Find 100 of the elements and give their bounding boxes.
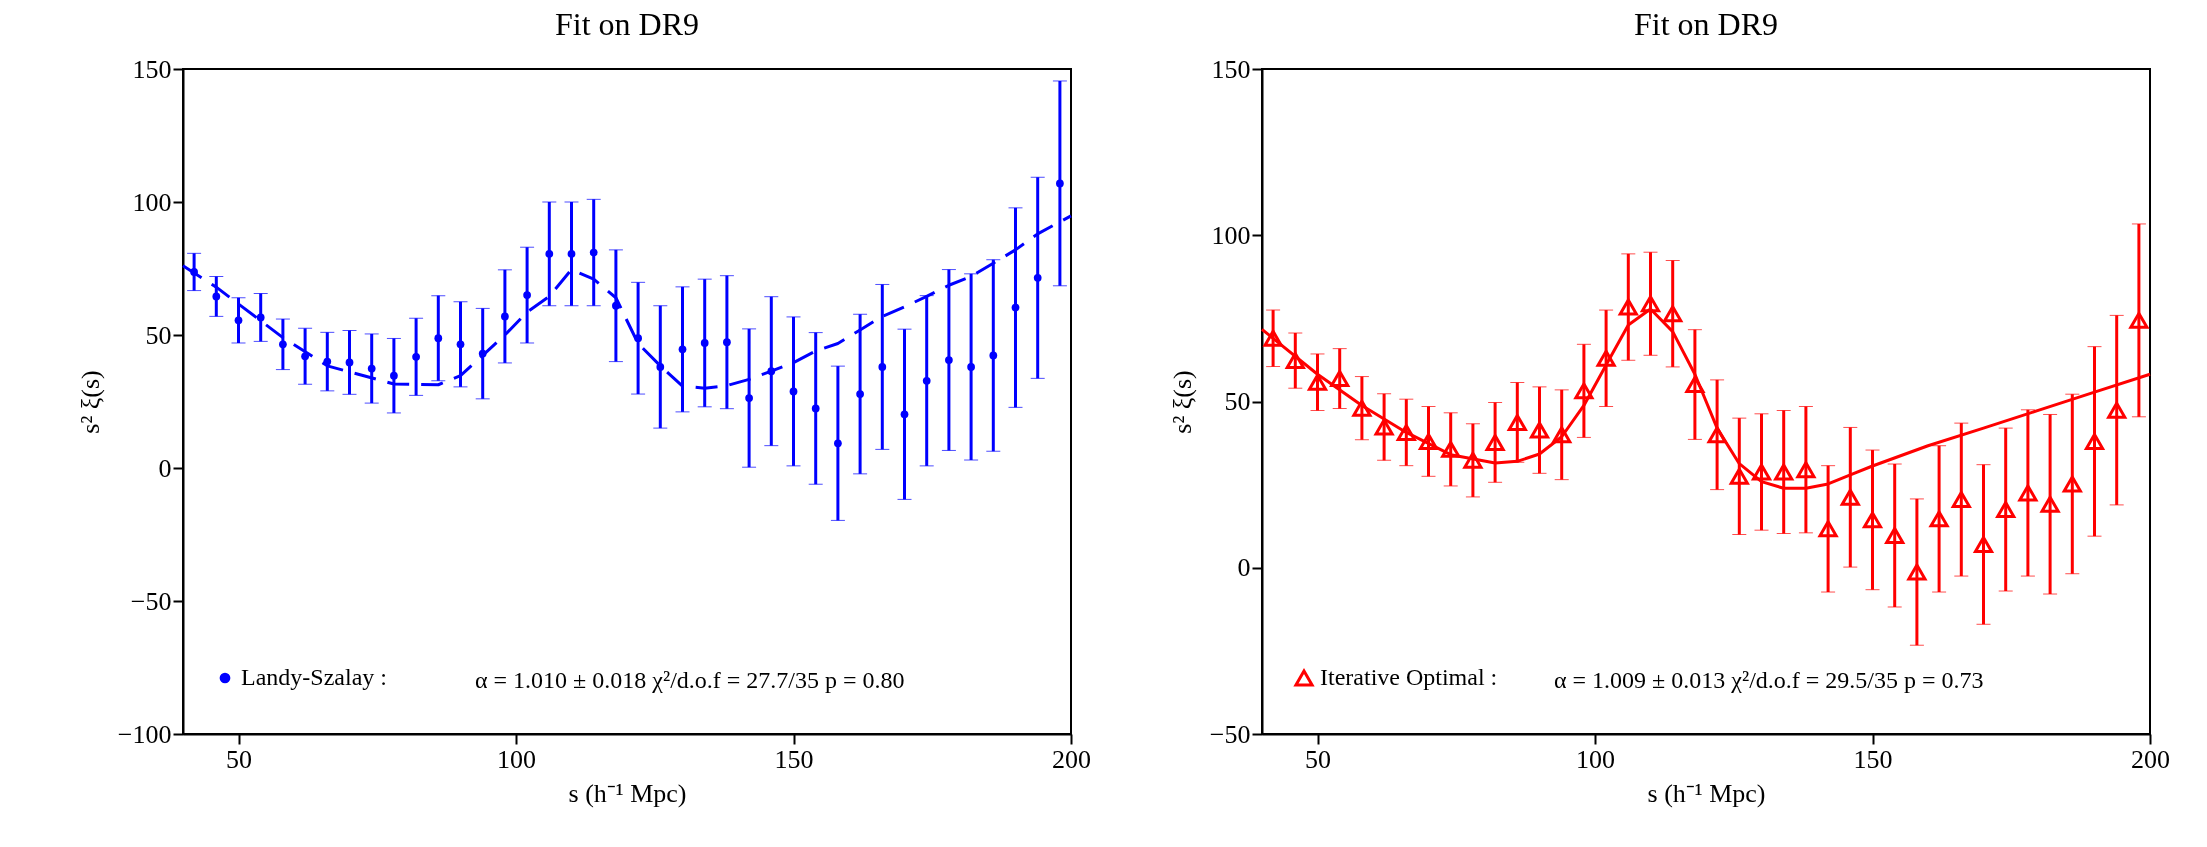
annotation: α = 1.009 ± 0.013 χ²/d.o.f = 29.5/35 p = 0.73 — [1554, 667, 1984, 693]
point — [1485, 433, 1505, 451]
x-tick-label: 150 — [774, 744, 814, 774]
point — [1418, 432, 1439, 450]
chart-title: Fit on DR9 — [554, 6, 700, 42]
y-tick-label: 100 — [132, 187, 172, 217]
point — [567, 250, 576, 258]
point — [367, 364, 376, 373]
point — [1307, 373, 1328, 391]
y-tick-label: 50 — [1224, 387, 1251, 416]
point — [878, 363, 887, 371]
y-tick-label: 150 — [132, 54, 172, 84]
point — [1796, 461, 1816, 479]
point — [834, 439, 842, 448]
y-tick-label: 0 — [1237, 553, 1251, 583]
y-axis-title: s² ξ(s) — [1167, 370, 1197, 434]
point — [1996, 501, 2016, 519]
legend-label: Iterative Optimal : — [1320, 664, 1498, 690]
point — [1751, 463, 1772, 481]
x-axis-title: s (h⁻¹ Mpc) — [1647, 778, 1766, 808]
point — [1951, 491, 1971, 509]
point — [700, 339, 709, 347]
point — [1596, 349, 1616, 367]
legend-label: Landy-Szalay : — [241, 664, 387, 690]
point — [1640, 295, 1661, 313]
annotation: α = 1.010 ± 0.018 χ²/d.o.f = 27.7/35 p = 0.80 — [475, 667, 905, 693]
y-tick-label: 0 — [158, 453, 172, 483]
point — [2062, 475, 2082, 493]
point — [2084, 432, 2105, 450]
point — [1529, 421, 1550, 439]
point — [2129, 311, 2149, 329]
point — [1285, 352, 1305, 370]
y-tick-label: −50 — [130, 586, 172, 616]
y-axis-title: s² ξ(s) — [75, 370, 105, 434]
point — [1011, 303, 1020, 312]
point — [1707, 426, 1727, 444]
point — [656, 363, 665, 371]
y-tick-label: 50 — [145, 320, 172, 350]
point — [412, 352, 420, 361]
x-tick-label: 50 — [1305, 744, 1331, 774]
point — [723, 338, 731, 347]
point — [1352, 399, 1372, 417]
point — [545, 250, 554, 258]
point — [589, 248, 598, 257]
point — [279, 340, 287, 349]
x-tick-label: 100 — [497, 744, 536, 774]
point — [1818, 520, 1838, 538]
y-tick-label: 100 — [1211, 220, 1251, 250]
point — [1507, 413, 1527, 431]
x-tick-label: 150 — [1853, 744, 1893, 774]
y-tick-label: −100 — [117, 719, 172, 749]
chart-title: Fit on DR9 — [1633, 6, 1779, 42]
point — [234, 316, 243, 325]
x-tick-label: 200 — [1052, 744, 1091, 774]
point — [345, 358, 354, 367]
x-tick-label: 200 — [2131, 744, 2170, 774]
point — [2107, 401, 2127, 419]
x-axis-title: s (h⁻¹ Mpc) — [568, 778, 687, 808]
point — [1374, 418, 1394, 436]
point — [1885, 527, 1905, 544]
point — [434, 334, 443, 343]
point — [523, 291, 531, 299]
point — [1929, 510, 1949, 528]
point — [811, 404, 820, 413]
point — [501, 312, 509, 321]
point — [967, 363, 975, 371]
point — [1840, 488, 1860, 506]
point — [1862, 511, 1883, 529]
point — [212, 292, 221, 301]
point — [900, 410, 909, 419]
point — [456, 340, 465, 349]
point — [1663, 305, 1683, 323]
point — [1618, 298, 1638, 316]
point — [1973, 535, 1994, 553]
point — [1907, 563, 1927, 581]
x-tick-label: 50 — [226, 744, 252, 774]
point — [945, 356, 953, 364]
point — [1463, 451, 1483, 469]
point — [1441, 440, 1461, 458]
y-tick-label: −50 — [1209, 719, 1251, 749]
y-tick-label: 150 — [1211, 54, 1251, 84]
point — [1552, 426, 1572, 444]
point — [1729, 467, 1749, 485]
point — [1330, 370, 1350, 388]
point — [678, 345, 687, 354]
point — [1033, 273, 1042, 282]
point — [2040, 495, 2060, 513]
point — [989, 351, 998, 360]
point — [1056, 179, 1064, 188]
point — [256, 313, 265, 322]
point — [390, 371, 398, 380]
point — [1396, 423, 1416, 441]
x-tick-label: 100 — [1576, 744, 1615, 774]
point — [1263, 329, 1283, 347]
point — [789, 387, 798, 396]
point — [1774, 463, 1794, 481]
point — [1574, 382, 1594, 400]
point — [856, 390, 864, 398]
point — [2018, 484, 2038, 502]
point — [745, 394, 753, 402]
